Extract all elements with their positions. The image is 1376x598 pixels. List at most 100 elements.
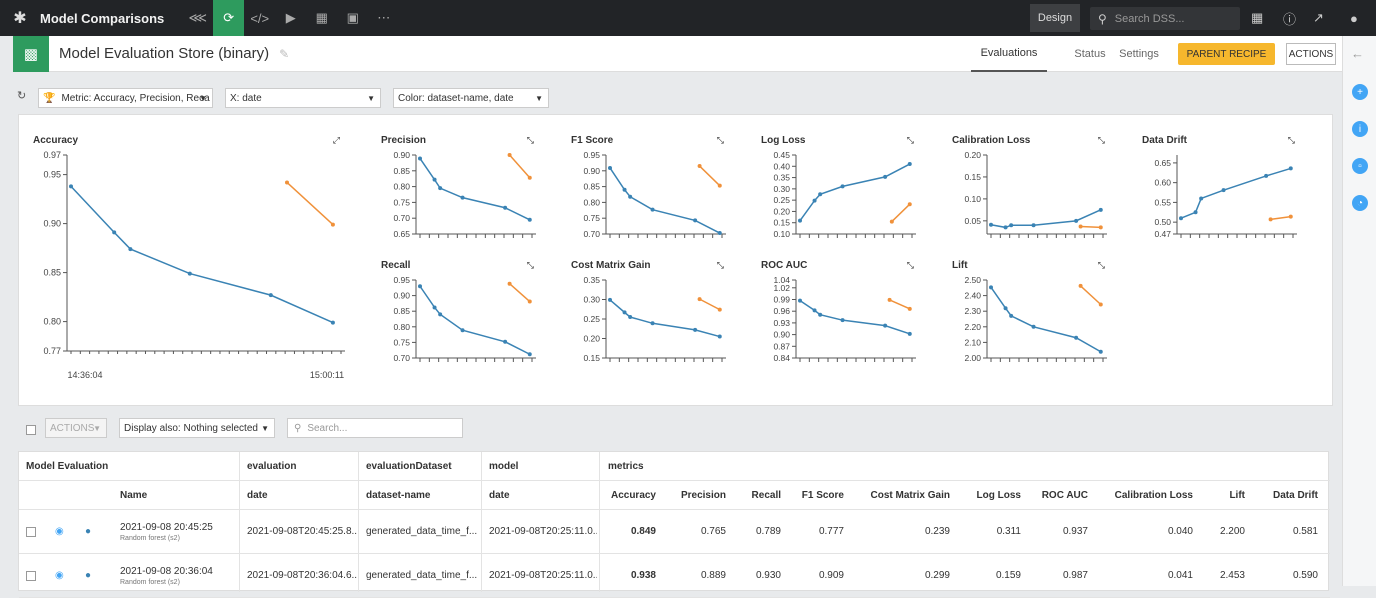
expand-icon[interactable]: ⤡ bbox=[527, 261, 534, 271]
avatar[interactable]: ● bbox=[1350, 10, 1358, 26]
expand-icon[interactable]: ⤡ bbox=[717, 261, 724, 271]
column-header[interactable]: date bbox=[247, 489, 268, 501]
data-point bbox=[507, 153, 512, 157]
data-point bbox=[503, 339, 508, 344]
table-column-header-row: Name date dataset-name date Accuracy Pre… bbox=[19, 481, 1330, 510]
global-search[interactable]: ⚲ Search DSS... bbox=[1090, 7, 1240, 30]
column-header[interactable]: date bbox=[489, 489, 510, 501]
activity-icon[interactable]: ↗ bbox=[1313, 10, 1324, 25]
expand-icon[interactable]: ⤢ bbox=[332, 136, 340, 146]
expand-icon[interactable]: ⤡ bbox=[717, 136, 724, 146]
metric-select[interactable]: 🏆 Metric: Accuracy, Precision, Reca ▼ bbox=[38, 88, 213, 108]
select-all-checkbox[interactable] bbox=[26, 425, 36, 435]
view-cell[interactable]: ◉ bbox=[55, 510, 69, 553]
tab-status[interactable]: Status bbox=[1074, 48, 1106, 60]
metric-cell: 2.453 bbox=[1219, 570, 1245, 581]
data-point bbox=[989, 285, 993, 290]
expand-icon[interactable]: ⤡ bbox=[1098, 261, 1105, 271]
y-tick-label: 0.20 bbox=[583, 334, 600, 344]
evaluation-name[interactable]: 2021-09-08 20:45:25 bbox=[120, 521, 213, 533]
color-select-value: Color: dataset-name, date bbox=[398, 92, 514, 104]
display-also-select[interactable]: Display also: Nothing selected ▼ bbox=[119, 418, 275, 438]
eye-icon[interactable]: ◉ bbox=[55, 526, 64, 537]
add-icon[interactable]: + bbox=[1352, 84, 1368, 100]
color-select[interactable]: Color: dataset-name, date ▼ bbox=[393, 88, 549, 108]
data-point bbox=[460, 195, 465, 200]
table-row[interactable]: ◉ ● 2021-09-08 20:36:04 Random forest (s2) 2… bbox=[19, 554, 1330, 598]
column-header[interactable]: Name bbox=[120, 489, 148, 501]
project-name[interactable]: Model Comparisons bbox=[40, 10, 165, 26]
y-tick-label: 1.02 bbox=[773, 283, 790, 293]
actions-button[interactable]: ACTIONS bbox=[1286, 43, 1336, 65]
y-tick-label: 0.77 bbox=[43, 346, 61, 356]
row-checkbox[interactable] bbox=[26, 570, 36, 581]
chart-title: ROC AUC bbox=[761, 260, 807, 271]
data-point bbox=[1268, 217, 1273, 222]
x-axis-select[interactable]: X: date ▼ bbox=[225, 88, 381, 108]
data-point bbox=[1221, 188, 1226, 193]
table-search-input[interactable]: Search... bbox=[307, 422, 348, 434]
row-checkbox[interactable] bbox=[26, 526, 36, 537]
evaluation-name[interactable]: 2021-09-08 20:36:04 bbox=[120, 565, 213, 577]
flow-icon[interactable]: ⋘ bbox=[188, 10, 208, 25]
ml-lab-icon[interactable]: ⟳ bbox=[213, 0, 245, 36]
apps-grid-icon[interactable]: ▦ bbox=[1251, 10, 1264, 25]
column-header[interactable]: Calibration Loss bbox=[1114, 489, 1193, 501]
history-icon[interactable]: ◔ bbox=[1352, 195, 1368, 211]
series-line bbox=[990, 209, 1102, 229]
tab-settings[interactable]: Settings bbox=[1119, 48, 1159, 60]
row-checkbox-cell[interactable] bbox=[26, 510, 40, 553]
eye-icon[interactable]: ◉ bbox=[55, 570, 64, 581]
column-header[interactable]: Accuracy bbox=[610, 489, 656, 501]
column-header[interactable]: Data Drift bbox=[1272, 489, 1318, 501]
expand-icon[interactable]: ⤡ bbox=[1098, 136, 1105, 146]
collapse-arrow-icon[interactable]: ← bbox=[1351, 46, 1364, 61]
datasets-icon[interactable]: ▦ bbox=[315, 10, 328, 25]
column-header[interactable]: Cost Matrix Gain bbox=[870, 489, 950, 501]
data-point bbox=[883, 174, 888, 179]
edit-title-icon[interactable]: ✎ bbox=[279, 46, 290, 61]
column-header[interactable]: F1 Score bbox=[801, 489, 844, 501]
expand-icon[interactable]: ⤡ bbox=[1288, 136, 1295, 146]
expand-icon[interactable]: ⤡ bbox=[907, 261, 914, 271]
parent-recipe-button[interactable]: PARENT RECIPE bbox=[1178, 43, 1275, 65]
data-point bbox=[812, 198, 817, 203]
global-search-input[interactable]: Search DSS... bbox=[1114, 12, 1185, 25]
table-search[interactable]: ⚲ Search... bbox=[287, 418, 463, 438]
help-icon[interactable]: ⓘ bbox=[1283, 11, 1297, 27]
data-point bbox=[527, 299, 532, 304]
chart-title: Data Drift bbox=[1142, 135, 1188, 146]
column-header[interactable]: Precision bbox=[680, 489, 726, 501]
code-icon[interactable]: </> bbox=[250, 10, 270, 26]
data-point bbox=[432, 177, 437, 182]
table-actions-button[interactable]: ACTIONS ▼ bbox=[45, 418, 107, 438]
series-line bbox=[799, 163, 911, 222]
run-icon[interactable]: ▶ bbox=[285, 10, 296, 25]
info-icon[interactable]: i bbox=[1352, 121, 1368, 137]
data-point bbox=[460, 328, 465, 333]
table-row[interactable]: ◉ ● 2021-09-08 20:45:25 Random forest (s2) 2… bbox=[19, 510, 1330, 554]
chat-icon[interactable]: ▫ bbox=[1352, 158, 1368, 174]
expand-icon[interactable]: ⤡ bbox=[907, 136, 914, 146]
view-cell[interactable]: ◉ bbox=[55, 554, 69, 597]
more-icon[interactable]: ⋯ bbox=[377, 10, 391, 25]
column-header[interactable]: dataset-name bbox=[366, 489, 431, 501]
data-point bbox=[1003, 225, 1008, 230]
design-button[interactable]: Design bbox=[1030, 4, 1080, 32]
y-tick-label: 0.10 bbox=[773, 229, 790, 239]
column-header[interactable]: Lift bbox=[1229, 489, 1245, 501]
dss-logo-icon[interactable]: ✱ bbox=[13, 10, 27, 27]
dashboard-icon[interactable]: ▣ bbox=[346, 10, 359, 25]
data-point bbox=[1031, 324, 1036, 329]
y-tick-label: 0.85 bbox=[43, 268, 61, 278]
data-point bbox=[608, 165, 612, 170]
expand-icon[interactable]: ⤡ bbox=[527, 136, 534, 146]
tab-evaluations[interactable]: Evaluations bbox=[971, 36, 1047, 72]
refresh-icon[interactable]: ↻ bbox=[17, 90, 27, 102]
row-checkbox-cell[interactable] bbox=[26, 554, 40, 597]
column-header[interactable]: Recall bbox=[751, 489, 781, 501]
dataset-name-cell: generated_data_time_f... bbox=[366, 570, 478, 581]
column-header[interactable]: Log Loss bbox=[976, 489, 1021, 501]
evaluation-date-cell: 2021-09-08T20:36:04.6... bbox=[247, 570, 357, 581]
column-header[interactable]: ROC AUC bbox=[1041, 489, 1088, 501]
